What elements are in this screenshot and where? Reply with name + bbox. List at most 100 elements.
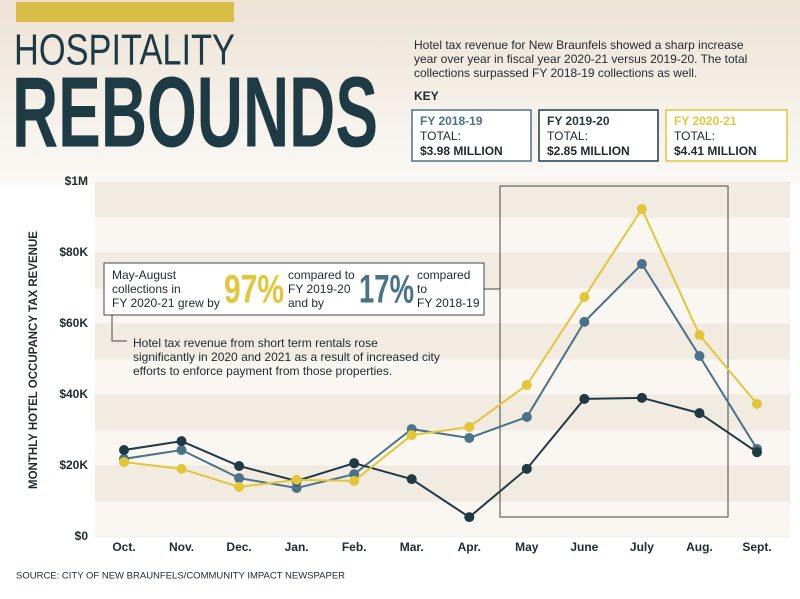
data-point — [521, 412, 532, 423]
data-point — [464, 421, 475, 432]
x-tick-label: Dec. — [226, 540, 251, 554]
x-tick-label: Feb. — [342, 540, 367, 554]
data-point — [752, 447, 762, 458]
callout-text: May-August — [112, 268, 177, 282]
series-line — [123, 396, 758, 519]
source: SOURCE: CITY OF NEW BRAUNFELS/COMMUNITY … — [16, 571, 345, 582]
data-point — [464, 432, 475, 443]
data-point — [234, 461, 245, 471]
y-tick-label: $60K — [59, 316, 88, 330]
description-line: year over year in fiscal year 2020-21 ve… — [414, 52, 747, 66]
callout-text: to — [417, 282, 427, 296]
description-line: collections surpassed FY 2018-19 collect… — [414, 66, 697, 80]
key-total-label: TOTAL: — [420, 129, 461, 143]
note-connector — [111, 315, 127, 342]
note-line: significantly in 2020 and 2021 as a resu… — [133, 350, 440, 364]
key-total-value: $2.85 MILLION — [547, 144, 630, 158]
x-tick-label: Sept. — [742, 540, 771, 554]
key-total-label: TOTAL: — [674, 129, 715, 143]
y-tick-label: $20K — [59, 458, 88, 472]
x-tick-label: Mar. — [400, 540, 424, 554]
y-tick-label: $40K — [59, 387, 88, 401]
data-point — [694, 330, 705, 341]
callout-text: compared to — [288, 268, 355, 282]
y-tick-label: $1M — [65, 174, 88, 188]
x-tick-label: Apr. — [458, 540, 481, 554]
legend-label: FY 2018-19 — [420, 114, 483, 128]
callout-text: FY 2020-21 grew by — [112, 296, 220, 310]
note: Hotel tax revenue from short term rental… — [133, 336, 440, 378]
data-point — [234, 473, 245, 484]
title: HOSPITALITY — [14, 26, 235, 75]
band — [95, 217, 790, 253]
callout-text: FY 2018-19 — [417, 296, 480, 310]
data-point — [176, 463, 187, 474]
data-point — [694, 350, 705, 361]
data-point — [291, 483, 302, 494]
axis: $0 $20K $40K $60K $80K $1M Oct. Nov. Dec. Jan. Feb… — [59, 174, 790, 554]
key-title: KEY — [414, 89, 439, 103]
callout-figure: 97% — [224, 268, 284, 312]
data-point — [579, 393, 590, 404]
legend-label: FY 2019-20 — [547, 114, 610, 128]
key-total-value: $3.98 MILLION — [420, 144, 503, 158]
data-point — [521, 463, 532, 474]
x-tick-label: Aug. — [686, 540, 713, 554]
x-tick-label: May — [515, 540, 539, 554]
data-point — [119, 457, 129, 468]
description-line: Hotel tax revenue for New Braunfels show… — [414, 38, 744, 52]
callout-text: and by — [288, 296, 324, 310]
callout-figure: 17% — [359, 268, 414, 312]
data-point — [636, 392, 647, 403]
callout-text: compared — [417, 268, 470, 282]
data-point — [464, 512, 475, 523]
y-tick-label: $80K — [59, 245, 88, 259]
data-point — [406, 430, 417, 441]
note-line: Hotel tax revenue from short term rental… — [133, 336, 378, 350]
band — [95, 395, 790, 431]
band — [95, 466, 790, 502]
callout-text: collections in — [112, 282, 181, 296]
data-point — [119, 445, 129, 456]
data-point — [636, 203, 647, 214]
lines — [119, 203, 762, 523]
series-line — [123, 206, 758, 488]
key-box — [411, 109, 532, 162]
data-point — [579, 292, 590, 303]
data-point — [234, 481, 245, 492]
data-point — [349, 475, 360, 486]
key-box — [665, 109, 788, 162]
key-total-label: TOTAL: — [547, 129, 588, 143]
data-point — [176, 445, 187, 456]
band — [95, 359, 790, 395]
y-tick-label: $0 — [75, 529, 89, 543]
x-tick-label: Oct. — [112, 540, 135, 554]
x-tick-label: June — [570, 540, 598, 554]
plot-bands — [95, 182, 790, 537]
data-point — [752, 398, 762, 409]
accent-bar — [16, 2, 234, 22]
description: Hotel tax revenue for New Braunfels show… — [414, 38, 747, 80]
key-box — [538, 109, 659, 162]
band — [95, 324, 790, 360]
legend-label: FY 2020-21 — [674, 114, 737, 128]
highlight-box — [499, 185, 729, 518]
series-line — [123, 262, 758, 490]
x-tick-label: Jan. — [285, 540, 309, 554]
x-tick-label: July — [630, 540, 654, 554]
data-point — [291, 474, 302, 485]
x-tick-label: Nov. — [169, 540, 194, 554]
data-point — [694, 408, 705, 419]
headline: REBOUNDS — [12, 56, 378, 168]
band — [95, 501, 790, 537]
note-line: efforts to enforce payment from those pr… — [133, 364, 392, 378]
data-point — [579, 316, 590, 327]
callout-box — [103, 262, 485, 316]
data-point — [176, 436, 187, 447]
data-point — [636, 259, 647, 270]
band — [95, 430, 790, 466]
key-total-value: $4.41 MILLION — [674, 144, 757, 158]
